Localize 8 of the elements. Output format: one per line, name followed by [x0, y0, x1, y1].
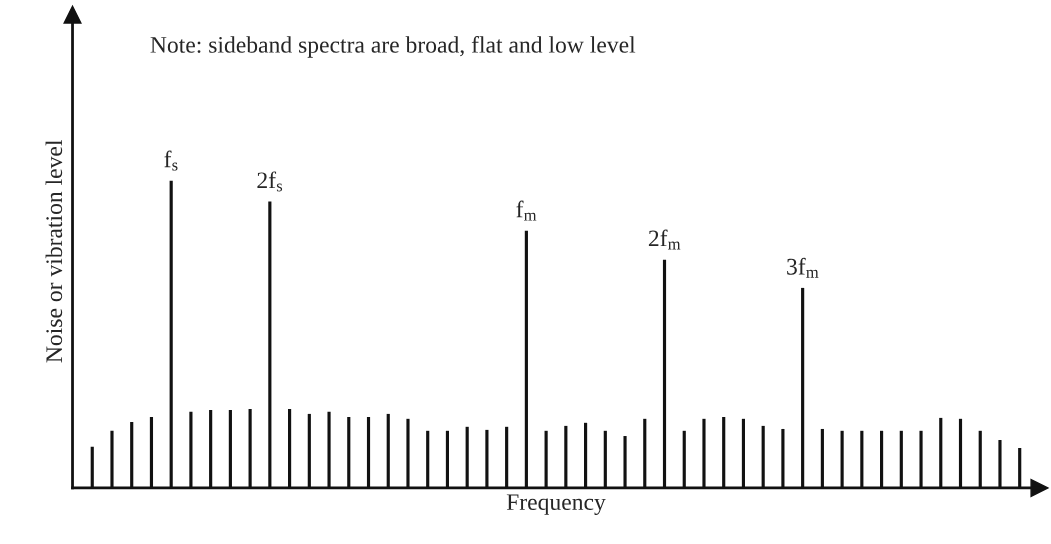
annotation: 3f$_{m}$: [787, 257, 819, 278]
text: Note: sideband spectra are broad, flat and low level: [150, 35, 636, 58]
annotation: f$_{m}$: [516, 200, 537, 221]
annotation: f$_{s}$: [164, 150, 178, 171]
annotation: 2f$_{s}$: [257, 171, 283, 192]
annotation: 2f$_{m}$: [648, 229, 681, 250]
x-axis-title: Frequency: [506, 494, 606, 515]
y-axis-title: Noise or vibration level: [45, 140, 63, 363]
